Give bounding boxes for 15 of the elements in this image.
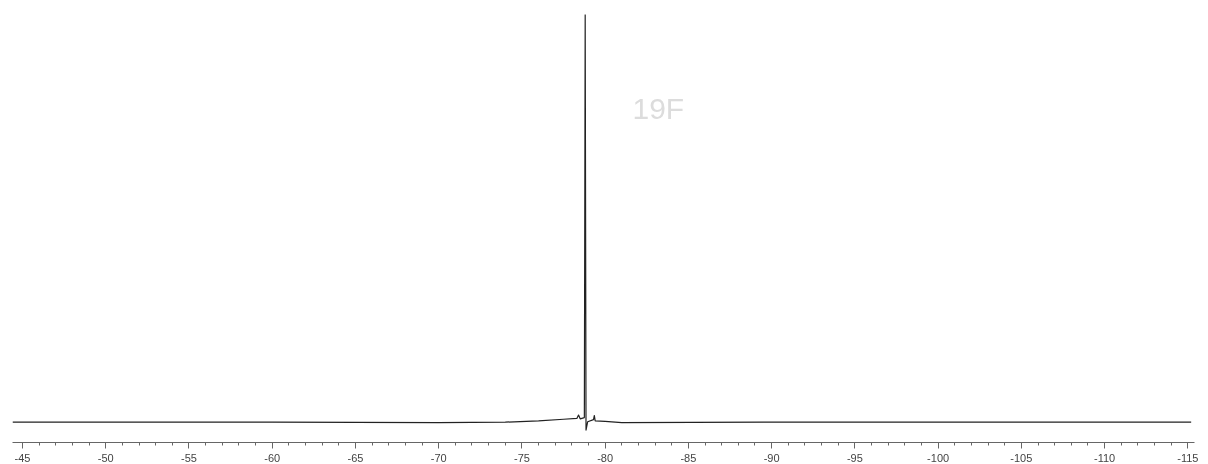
x-tick-label: -115	[1177, 451, 1199, 464]
x-tick-label: -105	[1010, 451, 1033, 464]
x-tick-label: -45	[14, 451, 31, 464]
x-tick-label: -90	[763, 451, 780, 464]
x-tick-label: -85	[680, 451, 697, 464]
x-tick-label: -50	[97, 451, 114, 464]
x-tick-label: -70	[430, 451, 447, 464]
x-tick-label: -80	[597, 451, 614, 464]
x-tick-label: -55	[181, 451, 197, 464]
x-tick-label: -95	[846, 451, 863, 464]
x-tick-label: -110	[1094, 451, 1116, 464]
x-tick-label: -100	[927, 451, 950, 464]
x-tick-label: -60	[264, 451, 281, 464]
x-tick-label: -75	[513, 451, 530, 464]
x-tick-label: -65	[347, 451, 364, 464]
